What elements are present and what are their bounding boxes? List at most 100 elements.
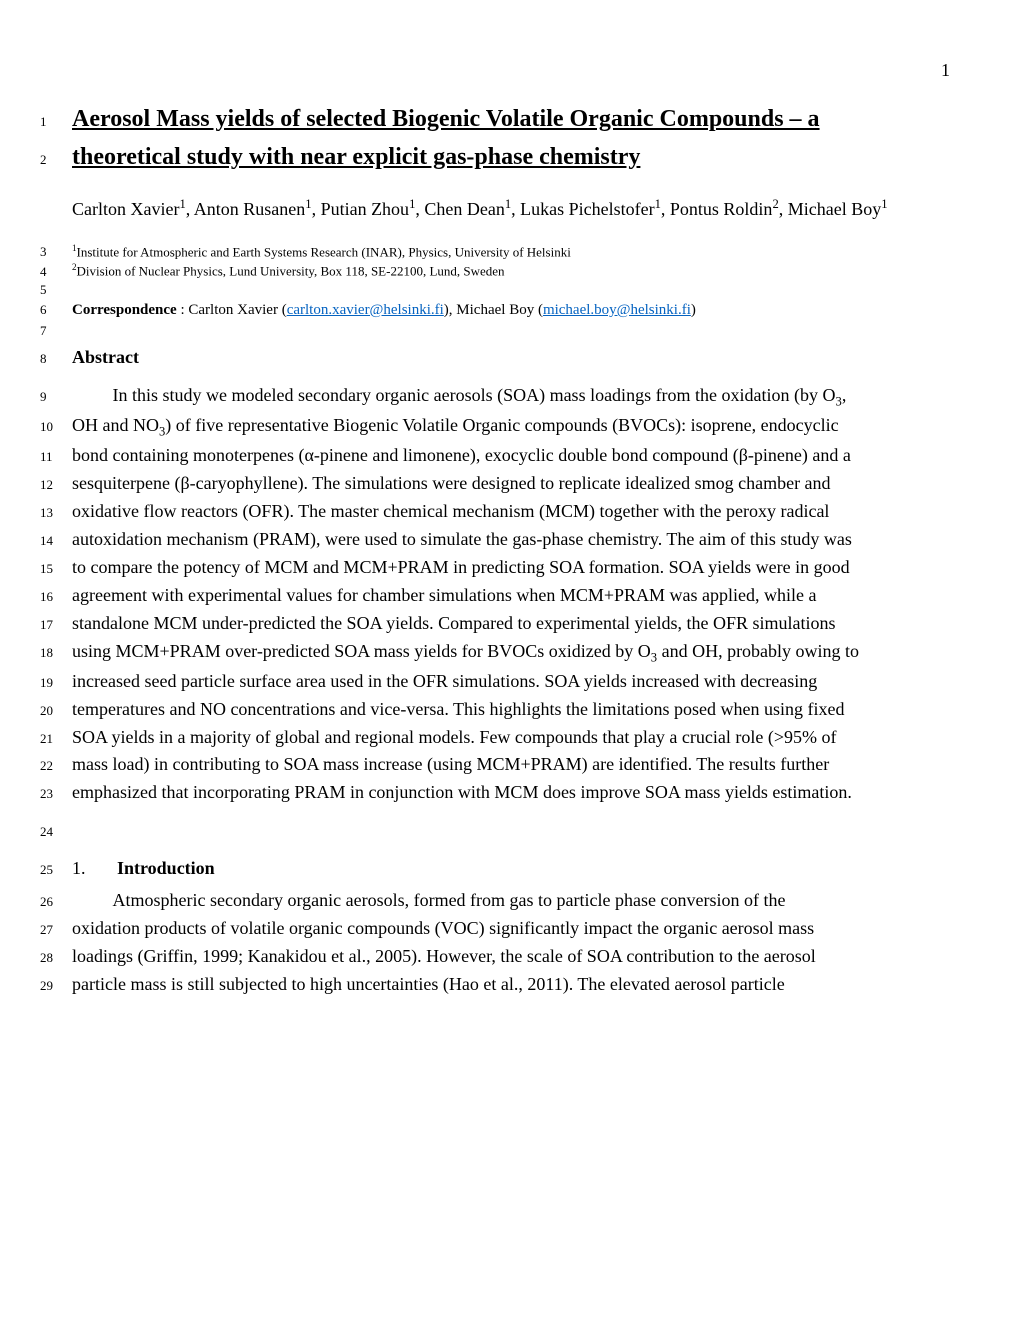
affiliation-2: 2Division of Nuclear Physics, Lund Unive… — [72, 261, 950, 281]
abstract-line: 17standalone MCM under-predicted the SOA… — [40, 610, 950, 638]
line-number: 20 — [40, 703, 72, 719]
abstract-text: temperatures and NO concentrations and v… — [72, 696, 950, 724]
abstract-text: emphasized that incorporating PRAM in co… — [72, 779, 950, 807]
intro-line: 27oxidation products of volatile organic… — [40, 915, 950, 943]
section-number: 1. — [72, 858, 86, 878]
line-number: 5 — [40, 282, 72, 298]
abstract-text: standalone MCM under-predicted the SOA y… — [72, 610, 950, 638]
affiliation-row-1: 3 1Institute for Atmospheric and Earth S… — [40, 242, 950, 262]
blank — [72, 322, 950, 340]
abstract-line: 22mass load) in contributing to SOA mass… — [40, 751, 950, 779]
line-number: 10 — [40, 419, 72, 435]
abstract-line: 23emphasized that incorporating PRAM in … — [40, 779, 950, 807]
abstract-text: to compare the potency of MCM and MCM+PR… — [72, 554, 950, 582]
affiliation-row-2: 4 2Division of Nuclear Physics, Lund Uni… — [40, 261, 950, 281]
introduction-body: 26 Atmospheric secondary organic aerosol… — [40, 887, 950, 999]
line-number: 26 — [40, 894, 72, 910]
affiliation-1: 1Institute for Atmospheric and Earth Sys… — [72, 242, 950, 262]
blank — [72, 281, 950, 299]
abstract-text: mass load) in contributing to SOA mass i… — [72, 751, 950, 779]
email-link-1[interactable]: carlton.xavier@helsinki.fi — [287, 302, 444, 318]
abstract-text: bond containing monoterpenes (α-pinene a… — [72, 442, 950, 470]
abstract-text: increased seed particle surface area use… — [72, 668, 950, 696]
authors: Carlton Xavier1, Anton Rusanen1, Putian … — [72, 195, 950, 224]
correspondence: Correspondence : Carlton Xavier (carlton… — [72, 299, 950, 322]
line-number: 4 — [40, 264, 72, 280]
intro-text: Atmospheric secondary organic aerosols, … — [72, 887, 950, 915]
abstract-line: 19increased seed particle surface area u… — [40, 668, 950, 696]
intro-text: loadings (Griffin, 1999; Kanakidou et al… — [72, 943, 950, 971]
abstract-text: sesquiterpene (β-caryophyllene). The sim… — [72, 470, 950, 498]
blank — [72, 817, 950, 845]
blank-row: 7 — [40, 322, 950, 340]
abstract-line: 12sesquiterpene (β-caryophyllene). The s… — [40, 470, 950, 498]
intro-line: 26 Atmospheric secondary organic aerosol… — [40, 887, 950, 915]
line-number: 21 — [40, 731, 72, 747]
section-1-heading: 1. Introduction — [72, 855, 950, 883]
abstract-text: SOA yields in a majority of global and r… — [72, 724, 950, 752]
line-number: 8 — [40, 351, 72, 367]
line-number: 18 — [40, 645, 72, 661]
blank-row: 5 — [40, 281, 950, 299]
line-number: 19 — [40, 675, 72, 691]
line-number: 6 — [40, 302, 72, 318]
line-number: 14 — [40, 533, 72, 549]
section-heading-row: 25 1. Introduction — [40, 855, 950, 883]
abstract-text: In this study we modeled secondary organ… — [72, 382, 950, 412]
intro-line: 29particle mass is still subjected to hi… — [40, 971, 950, 999]
title-row-1: 1 Aerosol Mass yields of selected Biogen… — [40, 100, 950, 138]
line-number: 11 — [40, 449, 72, 465]
correspondence-label: Correspondence — [72, 302, 177, 318]
abstract-line: 21SOA yields in a majority of global and… — [40, 724, 950, 752]
line-number: 29 — [40, 978, 72, 994]
abstract-line: 10OH and NO3) of five representative Bio… — [40, 412, 950, 442]
intro-text: oxidation products of volatile organic c… — [72, 915, 950, 943]
abstract-line: 20temperatures and NO concentrations and… — [40, 696, 950, 724]
line-number: 22 — [40, 758, 72, 774]
line-number: 28 — [40, 950, 72, 966]
abstract-line: 18using MCM+PRAM over-predicted SOA mass… — [40, 638, 950, 668]
abstract-line: 13oxidative flow reactors (OFR). The mas… — [40, 498, 950, 526]
title-line-1: Aerosol Mass yields of selected Biogenic… — [72, 100, 950, 138]
intro-line: 28loadings (Griffin, 1999; Kanakidou et … — [40, 943, 950, 971]
title-row-2: 2 theoretical study with near explicit g… — [40, 138, 950, 176]
line-number: 23 — [40, 786, 72, 802]
line-number: 3 — [40, 244, 72, 260]
abstract-heading: Abstract — [72, 344, 950, 372]
line-number: 1 — [40, 114, 72, 130]
line-number: 17 — [40, 617, 72, 633]
intro-text: particle mass is still subjected to high… — [72, 971, 950, 999]
line-number: 27 — [40, 922, 72, 938]
line-number: 16 — [40, 589, 72, 605]
abstract-heading-row: 8 Abstract — [40, 344, 950, 372]
line-number: 7 — [40, 323, 72, 339]
line-number: 2 — [40, 152, 72, 168]
abstract-line: 9 In this study we modeled secondary org… — [40, 382, 950, 412]
line-number: 24 — [40, 824, 72, 840]
title-line-2: theoretical study with near explicit gas… — [72, 138, 950, 176]
abstract-line: 14autoxidation mechanism (PRAM), were us… — [40, 526, 950, 554]
section-title: Introduction — [117, 858, 215, 878]
correspondence-text-2: ), Michael Boy ( — [444, 302, 543, 318]
correspondence-row: 6 Correspondence : Carlton Xavier (carlt… — [40, 299, 950, 322]
page-content: 1 Aerosol Mass yields of selected Biogen… — [40, 100, 950, 999]
line-number: 15 — [40, 561, 72, 577]
line-number: 12 — [40, 477, 72, 493]
line-number: 9 — [40, 389, 72, 405]
abstract-text: using MCM+PRAM over-predicted SOA mass y… — [72, 638, 950, 668]
abstract-text: oxidative flow reactors (OFR). The maste… — [72, 498, 950, 526]
correspondence-text-3: ) — [691, 302, 696, 318]
line-number: 13 — [40, 505, 72, 521]
blank-row: 24 — [40, 817, 950, 845]
abstract-line: 16agreement with experimental values for… — [40, 582, 950, 610]
abstract-line: 15to compare the potency of MCM and MCM+… — [40, 554, 950, 582]
abstract-text: agreement with experimental values for c… — [72, 582, 950, 610]
abstract-text: autoxidation mechanism (PRAM), were used… — [72, 526, 950, 554]
correspondence-text-1: : Carlton Xavier ( — [177, 302, 287, 318]
line-number: 25 — [40, 862, 72, 878]
email-link-2[interactable]: michael.boy@helsinki.fi — [543, 302, 691, 318]
page-number: 1 — [941, 60, 950, 81]
abstract-text: OH and NO3) of five representative Bioge… — [72, 412, 950, 442]
abstract-body: 9 In this study we modeled secondary org… — [40, 382, 950, 807]
abstract-line: 11bond containing monoterpenes (α-pinene… — [40, 442, 950, 470]
